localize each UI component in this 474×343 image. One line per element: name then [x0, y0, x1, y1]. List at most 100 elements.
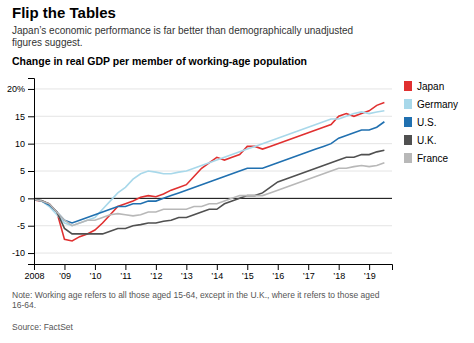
x-tick-mark	[247, 264, 248, 270]
y-tick-label: 0	[20, 194, 25, 204]
y-axis: -10 -5 0 5 10 15 20%	[7, 79, 35, 265]
x-tick-mark	[217, 264, 218, 270]
legend-swatch	[404, 99, 412, 109]
legend-item: France	[404, 153, 449, 164]
y-tick-label: 20%	[7, 84, 25, 94]
x-tick-label: ’09	[59, 271, 71, 281]
y-tick-mark	[28, 89, 34, 90]
x-tick-mark	[156, 264, 157, 270]
series-line	[34, 103, 384, 241]
x-tick-mark	[308, 264, 309, 270]
x-tick: 2008	[24, 264, 44, 281]
x-tick-label: ’14	[211, 271, 223, 281]
y-tick-mark	[28, 226, 34, 227]
y-tick-label: 5	[20, 166, 25, 176]
y-tick-label: -10	[12, 248, 25, 258]
y-tick: 5	[20, 166, 34, 176]
legend-swatch	[404, 153, 412, 163]
legend-item: U.K.	[404, 135, 436, 146]
y-tick-mark	[28, 144, 34, 145]
subtitle-line: Japan’s economic performance is far bett…	[12, 25, 353, 36]
legend-label: U.K.	[417, 135, 436, 146]
legend-swatch	[404, 117, 412, 127]
x-tick: ’11	[120, 264, 131, 281]
legend-label: Japan	[417, 81, 444, 92]
x-tick-label: 2008	[24, 271, 44, 281]
note: Note: Working age refers to all those ag…	[12, 290, 380, 310]
y-tick-mark	[28, 171, 34, 172]
chart: Flip the Tables Japan’s economic performa…	[0, 0, 474, 343]
x-tick-label: ’11	[120, 271, 131, 281]
y-axis-line	[28, 79, 35, 265]
y-tick: -5	[17, 221, 34, 231]
legend: Japan Germany U.S. U.K. France	[404, 81, 458, 164]
grid-line	[34, 225, 392, 226]
title: Flip the Tables	[12, 4, 116, 21]
y-tick: 15	[15, 112, 34, 122]
note-line: 16-64.	[12, 300, 36, 310]
y-tick: -10	[12, 248, 34, 258]
note-line: Note: Working age refers to all those ag…	[12, 290, 380, 300]
series-line	[34, 163, 384, 226]
grid-line	[34, 143, 392, 144]
x-tick-mark	[64, 264, 65, 270]
x-tick-mark	[125, 264, 126, 270]
series-line	[34, 150, 384, 234]
x-tick-mark	[369, 264, 370, 270]
y-tick-label: 10	[15, 139, 25, 149]
x-tick-label: ’10	[89, 271, 101, 281]
plot-area	[34, 103, 384, 241]
y-tick: 10	[15, 139, 34, 149]
legend-label: Germany	[417, 99, 458, 110]
x-tick: ’15	[242, 264, 254, 281]
grid-line	[34, 171, 392, 172]
x-axis-line	[35, 265, 393, 271]
grid-line	[34, 88, 392, 89]
y-tick-mark	[28, 116, 34, 117]
chart-title-line: Change in real GDP per member of working…	[12, 55, 307, 67]
y-tick-label: 15	[15, 112, 25, 122]
x-tick: ’09	[59, 264, 71, 281]
legend-item: Germany	[404, 99, 458, 110]
y-tick: 20%	[7, 84, 34, 94]
x-tick-label: ’15	[242, 271, 254, 281]
x-tick: ’12	[150, 264, 162, 281]
x-tick: ’18	[333, 264, 345, 281]
x-tick-mark	[278, 264, 279, 270]
x-tick-label: ’13	[181, 271, 193, 281]
legend-item: Japan	[404, 81, 444, 92]
x-tick-label: ’19	[364, 271, 376, 281]
x-tick: ’14	[211, 264, 223, 281]
grid-line	[34, 253, 392, 254]
x-axis: 2008 ’09 ’10 ’11 ’12 ’13 ’14 ’15 ’16 ’17 ’18 ’19	[24, 264, 392, 281]
x-tick-mark	[186, 264, 187, 270]
x-tick: ’10	[89, 264, 101, 281]
grid	[34, 89, 392, 253]
y-tick: 0	[20, 194, 34, 204]
x-tick-mark	[95, 264, 96, 270]
x-tick-label: ’17	[303, 271, 315, 281]
series-line	[34, 122, 384, 223]
chart-title: Change in real GDP per member of working…	[12, 55, 307, 67]
x-tick-label: ’18	[333, 271, 345, 281]
legend-label: France	[417, 153, 449, 164]
y-tick-label: -5	[17, 221, 25, 231]
y-tick-mark	[28, 198, 34, 199]
legend-item: U.S.	[404, 117, 436, 128]
x-tick: ’13	[181, 264, 193, 281]
source: Source: FactSet	[12, 322, 74, 332]
legend-swatch	[404, 81, 412, 91]
series-line	[34, 111, 384, 226]
subtitle: Japan’s economic performance is far bett…	[12, 25, 353, 48]
legend-label: U.S.	[417, 117, 436, 128]
legend-swatch	[404, 135, 412, 145]
subtitle-line: figures suggest.	[12, 37, 83, 48]
y-tick-mark	[28, 253, 34, 254]
x-tick: ’19	[364, 264, 376, 281]
x-tick: ’17	[303, 264, 315, 281]
zero-line	[34, 198, 392, 199]
x-tick-label: ’16	[272, 271, 284, 281]
x-tick-mark	[339, 264, 340, 270]
x-tick-label: ’12	[150, 271, 162, 281]
x-tick: ’16	[272, 264, 284, 281]
